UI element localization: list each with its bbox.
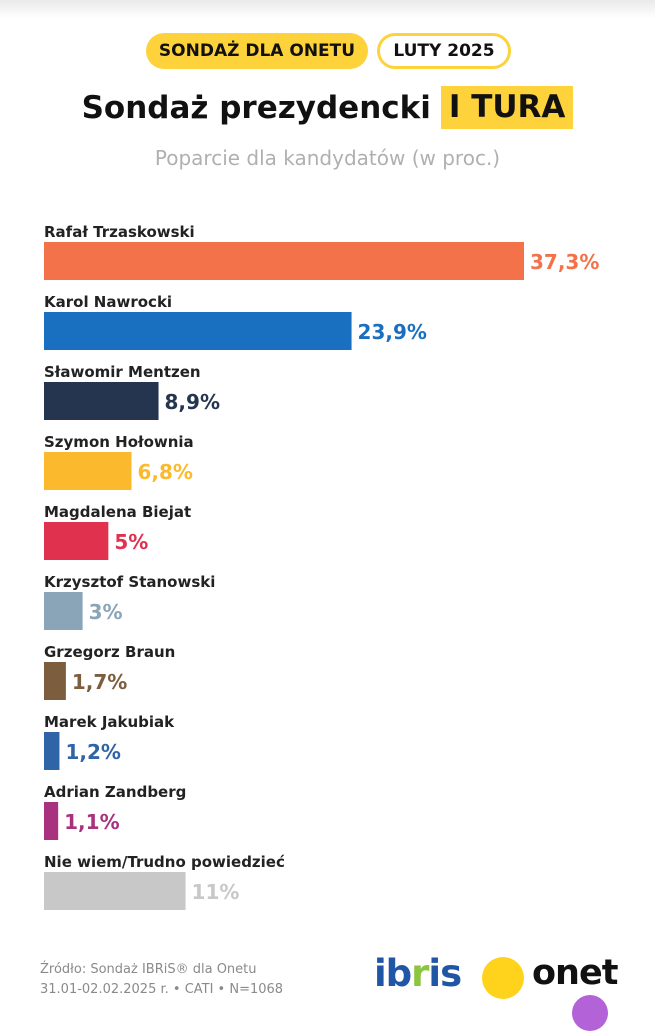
category-label: Sławomir Mentzen xyxy=(44,363,201,381)
bar xyxy=(44,872,186,910)
poll-date-pill: LUTY 2025 xyxy=(377,33,511,69)
category-label: Szymon Hołownia xyxy=(44,433,194,451)
bar xyxy=(44,732,60,770)
bar xyxy=(44,312,352,350)
chart-title: Sondaż prezydencki I TURA xyxy=(0,86,655,129)
onet-logo-text: onet xyxy=(532,953,618,993)
category-label: Nie wiem/Trudno powiedzieć xyxy=(44,853,285,871)
poll-source-pill: SONDAŻ DLA ONETU xyxy=(146,33,368,69)
source-line-1: Źródło: Sondaż IBRiS® dla Onetu xyxy=(40,962,257,977)
bar xyxy=(44,802,59,840)
bar xyxy=(44,242,524,280)
category-label: Grzegorz Braun xyxy=(44,643,175,661)
category-label: Karol Nawrocki xyxy=(44,293,172,311)
ibris-logo: ibris xyxy=(374,952,462,995)
bar xyxy=(44,522,109,560)
ibris-logo-part-2: r xyxy=(411,952,429,995)
onet-logo-accent xyxy=(572,995,608,1031)
onet-logo: onet xyxy=(482,953,632,1031)
value-label: 1,2% xyxy=(65,740,120,764)
category-label: Rafał Trzaskowski xyxy=(44,223,195,241)
chart-title-highlight: I TURA xyxy=(440,86,574,129)
bar xyxy=(44,382,159,420)
ibris-logo-part-1: ib xyxy=(374,952,412,995)
value-label: 8,9% xyxy=(165,390,220,414)
bar-chart: Rafał Trzaskowski 37,3% Karol Nawrocki 23,9… xyxy=(44,223,599,910)
poll-source-label: SONDAŻ DLA ONETU xyxy=(158,41,356,61)
chart-title-main: Sondaż prezydencki xyxy=(81,89,431,126)
value-label: 1,7% xyxy=(72,670,127,694)
category-label: Marek Jakubiak xyxy=(44,713,175,731)
value-label: 23,9% xyxy=(358,320,427,344)
bar xyxy=(44,452,132,490)
bar xyxy=(44,662,66,700)
value-label: 5% xyxy=(114,530,148,554)
value-label: 11% xyxy=(192,880,240,904)
value-label: 1,1% xyxy=(64,810,119,834)
category-label: Adrian Zandberg xyxy=(44,783,186,801)
category-label: Magdalena Biejat xyxy=(44,503,191,521)
top-edge-shadow xyxy=(0,0,655,18)
ibris-logo-part-3: is xyxy=(428,952,462,995)
source-note: Źródło: Sondaż IBRiS® dla Onetu 31.01-02… xyxy=(40,960,283,1000)
onet-logo-dot xyxy=(482,957,524,999)
poll-date-label: LUTY 2025 xyxy=(393,41,495,61)
source-line-2: 31.01-02.02.2025 r. • CATI • N=1068 xyxy=(40,982,284,997)
category-label: Krzysztof Stanowski xyxy=(44,573,215,591)
bar xyxy=(44,592,83,630)
chart-subtitle: Poparcie dla kandydatów (w proc.) xyxy=(154,146,501,170)
value-label: 3% xyxy=(89,600,123,624)
value-label: 37,3% xyxy=(530,250,599,274)
value-label: 6,8% xyxy=(138,460,193,484)
